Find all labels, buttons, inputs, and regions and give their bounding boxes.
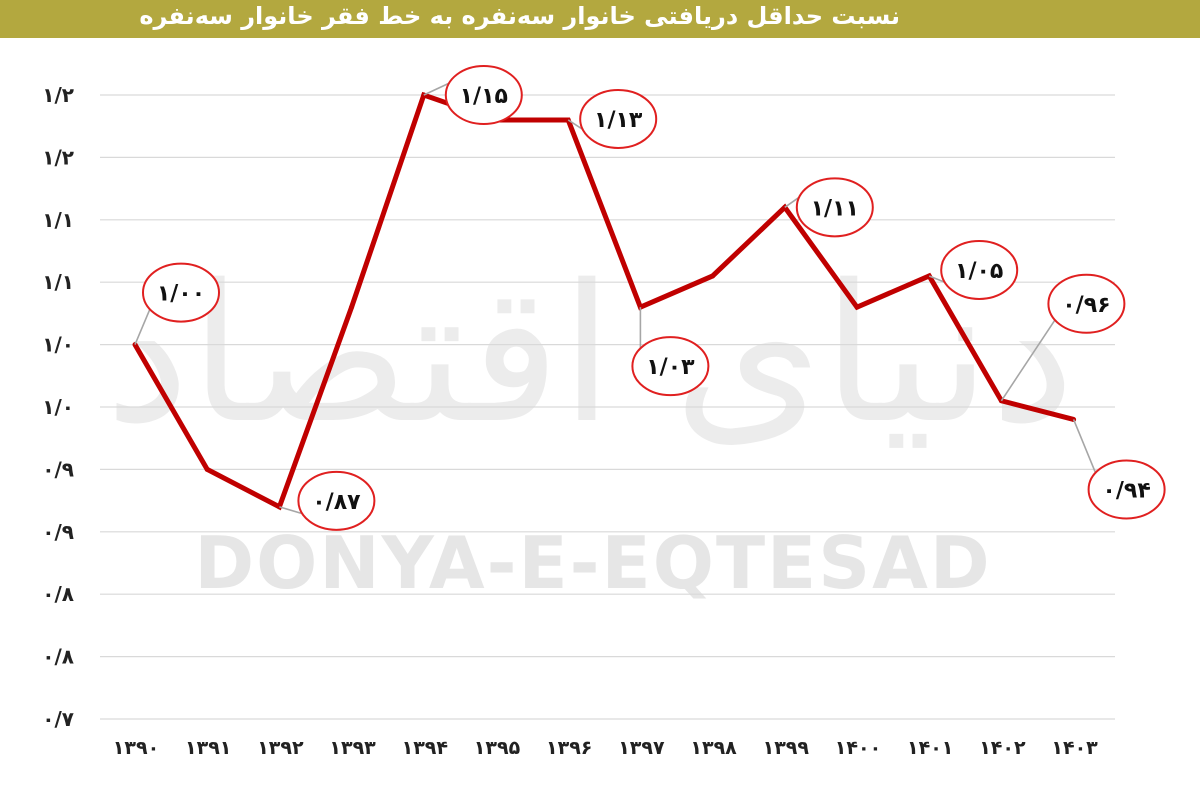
data-point	[710, 273, 716, 279]
callout-bubble	[1047, 273, 1126, 334]
callout-bubble	[1087, 459, 1166, 520]
chart-title: نسبت حداقل دریافتی خانوار سه‌نفره به خط …	[139, 2, 900, 30]
data-label: ۰/۹۶	[1062, 293, 1110, 318]
y-tick-label: ۰/۷	[42, 707, 74, 731]
watermark: دنیای اقتصاد DONYA-E-EQTESAD	[105, 244, 1075, 605]
y-tick-label: ۰/۹	[42, 457, 74, 481]
callout-leader	[1072, 419, 1098, 476]
x-tick-label: ۱۴۰۰	[835, 737, 881, 759]
x-tick-label: ۱۳۹۴	[402, 737, 448, 759]
data-label: ۱/۱۱	[811, 196, 859, 221]
y-tick-label: ۱/۲	[42, 145, 74, 169]
callout-bubble	[579, 88, 658, 149]
data-label: ۱/۰۰	[157, 282, 205, 307]
y-tick-label: ۰/۸	[42, 645, 74, 669]
title-bar: نسبت حداقل دریافتی خانوار سه‌نفره به خط …	[0, 0, 1200, 38]
data-point	[204, 466, 210, 472]
y-tick-label: ۱/۲	[42, 83, 74, 107]
x-tick-label: ۱۳۹۰	[113, 737, 159, 759]
x-tick-label: ۱۳۹۳	[329, 737, 376, 759]
x-tick-label: ۱۳۹۵	[474, 737, 521, 759]
y-tick-label: ۰/۸	[42, 582, 74, 606]
callout-bubble	[142, 262, 220, 323]
y-tick-label: ۱/۱	[42, 208, 74, 232]
callout-bubble	[795, 177, 874, 238]
x-axis-ticks: ۱۳۹۰ ۱۳۹۱ ۱۳۹۲ ۱۳۹۳ ۱۳۹۴ ۱۳۹۵ ۱۳۹۶ ۱۳۹۷ ۱۳۹۸ ۱۳۹۹…	[113, 737, 1098, 759]
grid	[100, 94, 1115, 720]
y-axis-ticks: ۱/۲ ۱/۲ ۱/۱ ۱/۱ ۱/۰ ۱/۰ ۰/۹ ۰/۹ ۰/۸ ۰/۸ ۰/۷	[42, 83, 74, 731]
data-label: ۱/۱۵	[460, 84, 508, 109]
x-tick-label: ۱۳۹۹	[763, 737, 810, 759]
series-line	[132, 91, 1075, 511]
callout-bubble	[940, 239, 1019, 300]
data-label: ۱/۰۳	[646, 355, 695, 380]
x-tick-label: ۱۴۰۱	[907, 737, 953, 759]
data-point	[854, 304, 860, 310]
callout-leader	[1000, 317, 1058, 402]
x-tick-label: ۱۳۹۸	[690, 737, 737, 759]
x-tick-label: ۱۴۰۲	[979, 737, 1026, 759]
callout-bubble	[631, 336, 710, 397]
x-tick-label: ۱۳۹۱	[185, 737, 231, 759]
data-label: ۱/۱۳	[594, 108, 643, 133]
y-tick-label: ۱/۰	[42, 395, 74, 419]
x-tick-label: ۱۳۹۲	[257, 737, 304, 759]
callout-bubble	[444, 65, 523, 125]
y-tick-label: ۱/۱	[42, 270, 74, 294]
data-label: ۱/۰۵	[955, 259, 1003, 284]
y-tick-label: ۰/۹	[42, 520, 74, 544]
x-tick-label: ۱۳۹۶	[546, 737, 592, 759]
data-label: ۰/۸۷	[312, 490, 361, 515]
y-tick-label: ۱/۰	[42, 333, 74, 357]
watermark-latin: DONYA-E-EQTESAD	[194, 521, 991, 605]
callout-leader	[134, 306, 152, 345]
data-point	[349, 304, 355, 310]
x-tick-label: ۱۴۰۳	[1051, 737, 1098, 759]
data-label: ۰/۹۴	[1102, 478, 1150, 503]
annotation-layer: ۱/۰۰ ۰/۸۷ ۱/۱۵ ۱/۱۳ ۱/۰۳ ۱/۱۱ ۱/۰۵ ۰/۹۶ ۰/۹۴	[134, 65, 1166, 531]
callout-bubble	[297, 470, 376, 531]
x-tick-label: ۱۳۹۷	[618, 737, 665, 759]
